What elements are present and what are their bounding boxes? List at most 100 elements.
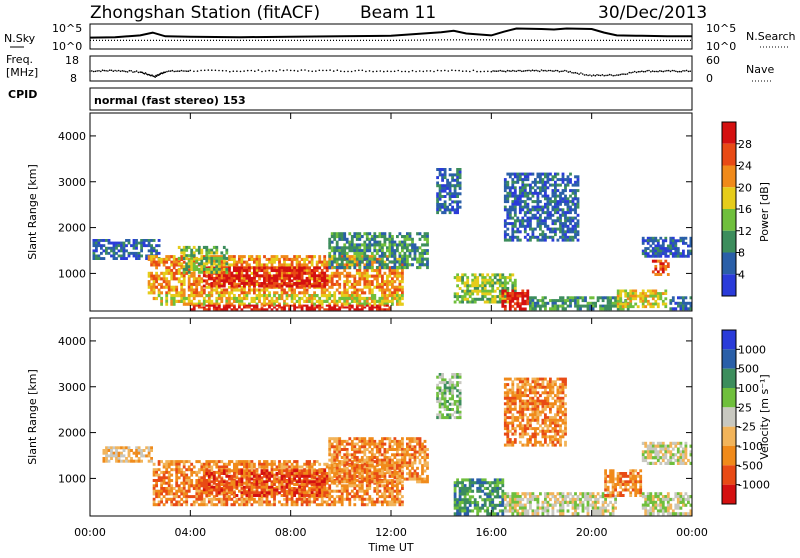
heatmap-cell xyxy=(401,241,404,244)
heatmap-cell xyxy=(373,294,376,297)
heatmap-cell xyxy=(524,203,527,206)
heatmap-cell xyxy=(358,490,361,493)
heatmap-cell xyxy=(281,291,284,294)
heatmap-cell xyxy=(180,283,183,286)
heatmap-cell xyxy=(286,297,289,300)
heatmap-cell xyxy=(123,449,126,452)
heatmap-cell xyxy=(574,192,577,195)
heatmap-cell xyxy=(178,257,181,260)
heatmap-cell xyxy=(210,498,213,501)
heatmap-cell xyxy=(323,308,326,310)
heatmap-cell xyxy=(624,295,627,298)
heatmap-cell xyxy=(113,242,116,245)
heatmap-cell xyxy=(384,280,387,283)
heatmap-cell xyxy=(348,260,351,263)
freq-point xyxy=(550,70,552,72)
heatmap-cell xyxy=(135,460,138,463)
heatmap-cell xyxy=(170,275,173,278)
freq-point xyxy=(586,74,588,76)
heatmap-cell xyxy=(574,305,577,308)
heatmap-cell xyxy=(145,255,148,258)
heatmap-cell xyxy=(200,303,203,306)
heatmap-cell xyxy=(504,197,507,200)
heatmap-cell xyxy=(609,307,612,310)
heatmap-cell xyxy=(542,299,545,302)
heatmap-cell xyxy=(168,476,171,479)
heatmap-cell xyxy=(632,292,635,295)
heatmap-cell xyxy=(153,490,156,493)
heatmap-cell xyxy=(273,294,276,297)
heatmap-cell xyxy=(110,255,113,258)
heatmap-cell xyxy=(193,272,196,275)
heatmap-cell xyxy=(243,460,246,463)
heatmap-cell xyxy=(529,219,532,222)
heatmap-cell xyxy=(170,498,173,501)
heatmap-cell xyxy=(376,308,379,310)
freq-point xyxy=(535,70,537,72)
heatmap-cell xyxy=(449,187,452,190)
heatmap-cell xyxy=(301,277,304,280)
heatmap-cell xyxy=(165,255,168,258)
heatmap-cell xyxy=(539,175,542,178)
heatmap-cell xyxy=(527,222,530,225)
heatmap-cell xyxy=(263,308,266,310)
heatmap-cell xyxy=(163,476,166,479)
heatmap-cell xyxy=(376,482,379,485)
heatmap-cell xyxy=(659,297,662,300)
heatmap-cell xyxy=(318,308,321,310)
heatmap-cell xyxy=(351,286,354,289)
heatmap-cell xyxy=(120,446,123,449)
heatmap-cell xyxy=(278,267,281,270)
heatmap-cell xyxy=(381,263,384,266)
freq-point xyxy=(616,74,618,76)
heatmap-cell xyxy=(263,279,266,282)
heatmap-cell xyxy=(346,260,349,263)
heatmap-cell xyxy=(198,492,201,495)
heatmap-cell xyxy=(271,258,274,261)
heatmap-cell xyxy=(537,186,540,189)
heatmap-cell xyxy=(519,239,522,242)
freq-point xyxy=(625,74,627,76)
heatmap-cell xyxy=(667,262,670,265)
heatmap-cell xyxy=(539,200,542,203)
heatmap-cell xyxy=(338,258,341,261)
heatmap-cell xyxy=(328,308,331,310)
heatmap-cell xyxy=(223,246,226,249)
heatmap-cell xyxy=(664,237,667,240)
heatmap-cell xyxy=(381,277,384,280)
heatmap-cell xyxy=(391,277,394,280)
heatmap-cell xyxy=(155,492,158,495)
heatmap-cell xyxy=(178,463,181,466)
heatmap-cell xyxy=(527,239,530,242)
heatmap-cell xyxy=(293,282,296,285)
heatmap-cell xyxy=(637,295,640,298)
heatmap-cell xyxy=(328,277,331,280)
y-tick-label: 3000 xyxy=(58,176,86,189)
heatmap-cell xyxy=(519,175,522,178)
heatmap-cell xyxy=(363,300,366,303)
heatmap-cell xyxy=(243,306,246,308)
freq-point xyxy=(93,71,95,73)
heatmap-cell xyxy=(213,262,216,265)
heatmap-cell xyxy=(298,291,301,294)
heatmap-cell xyxy=(363,283,366,286)
heatmap-cell xyxy=(677,296,680,299)
heatmap-cell xyxy=(466,298,469,301)
heatmap-cell xyxy=(366,235,369,238)
heatmap-cell xyxy=(542,181,545,184)
heatmap-cell xyxy=(163,286,166,289)
heatmap-cell xyxy=(105,452,108,455)
heatmap-cell xyxy=(454,195,457,198)
heatmap-cell xyxy=(343,275,346,278)
heatmap-cell xyxy=(281,255,284,258)
heatmap-cell xyxy=(175,479,178,482)
heatmap-cell xyxy=(220,503,223,506)
heatmap-cell xyxy=(356,255,359,258)
freq-point xyxy=(268,70,270,72)
heatmap-cell xyxy=(233,294,236,297)
heatmap-cell xyxy=(363,306,366,308)
heatmap-cell xyxy=(283,263,286,266)
heatmap-cell xyxy=(180,487,183,490)
heatmap-cell xyxy=(379,266,382,269)
heatmap-cell xyxy=(639,297,642,300)
